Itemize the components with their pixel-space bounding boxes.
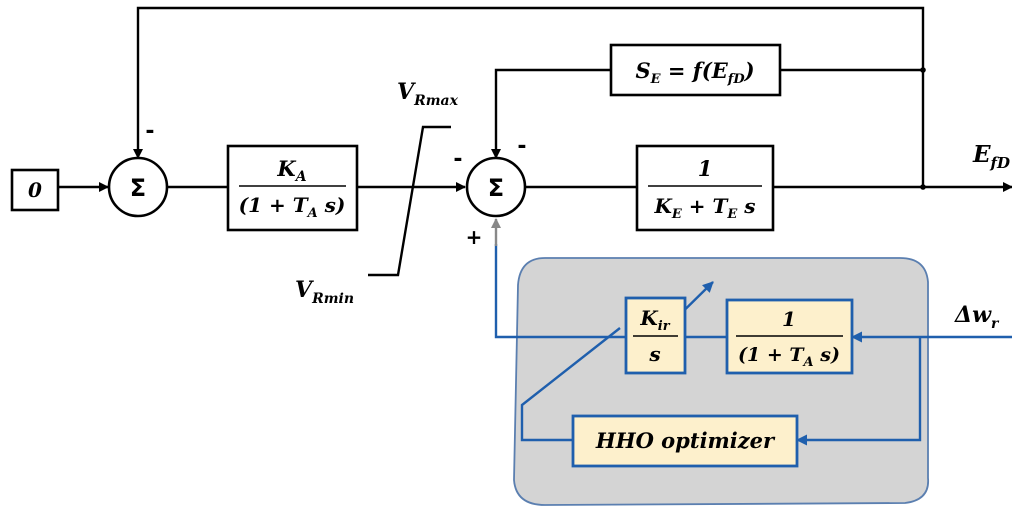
reference-input-label: 0 xyxy=(28,178,42,202)
limiter-max-label: VRmax xyxy=(397,79,459,109)
limiter-curve xyxy=(368,125,451,277)
saturation-feedback-left-wire xyxy=(491,68,611,159)
stabilizer-panel xyxy=(513,257,929,506)
filter-numerator: 1 xyxy=(782,307,796,331)
exciter-gain-denominator: (1 + TA s) xyxy=(239,193,346,221)
hho-optimizer-block xyxy=(571,414,799,468)
output-junction xyxy=(920,184,926,190)
summing-junction-2 xyxy=(465,156,527,218)
exciter-field-block xyxy=(635,144,775,232)
exciter-gain-block xyxy=(226,144,359,232)
saturation-junction xyxy=(920,67,926,73)
sum1-symbol: Σ xyxy=(130,174,146,202)
integral-gain-numerator: Kir xyxy=(639,306,670,334)
sum1-top-sign: - xyxy=(145,119,154,144)
saturation-block xyxy=(609,43,782,97)
integral-gain-denominator: s xyxy=(648,342,660,366)
output-label: EfD xyxy=(972,141,1010,172)
optimizer-feed-wire xyxy=(796,337,922,446)
speed-deviation-label: Δwr xyxy=(954,302,1000,332)
integrator-output-wire xyxy=(494,244,626,339)
sum2-left-sign: - xyxy=(453,147,462,172)
top-feedback-wire xyxy=(133,6,925,187)
hho-optimizer-label: HHO optimizer xyxy=(595,428,776,453)
summing-junction-1 xyxy=(107,156,169,218)
exciter-gain-numerator: KA xyxy=(276,156,306,185)
saturation-function-label: SE = f(EfD) xyxy=(635,58,754,87)
sum2-top-sign: - xyxy=(517,134,526,159)
sum2-bottom-sign: + xyxy=(466,225,483,249)
filter-denominator: (1 + TA s) xyxy=(738,344,840,370)
sum2-symbol: Σ xyxy=(488,174,504,202)
reference-input-block xyxy=(10,168,60,212)
exciter-field-numerator: 1 xyxy=(698,156,713,181)
optimizer-tuning-wire xyxy=(520,327,621,442)
limiter-min-label: VRmin xyxy=(295,277,354,307)
exciter-field-denominator: KE + TE s xyxy=(653,194,755,222)
